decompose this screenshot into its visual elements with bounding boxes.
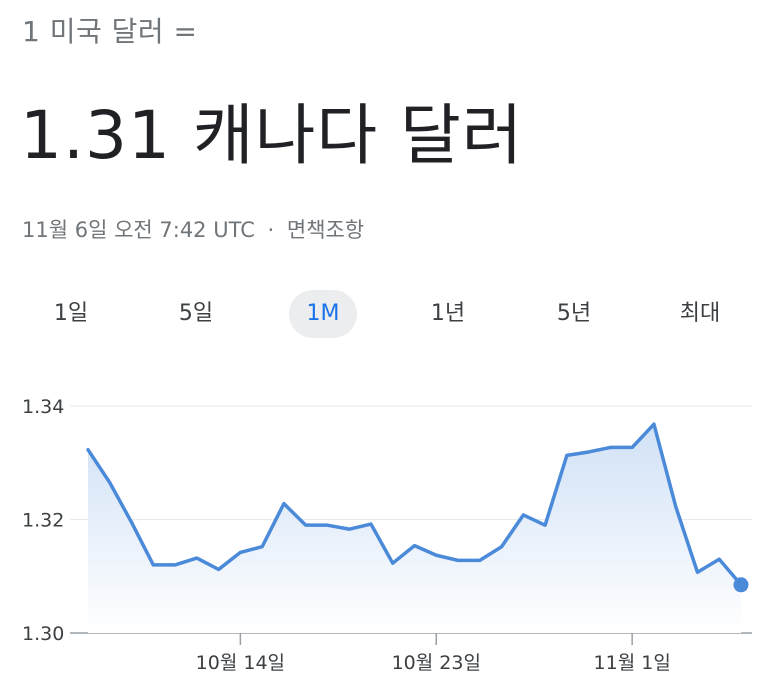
series-area-fill [88,424,741,633]
tab-1-year[interactable]: 1년 [430,301,466,326]
data-point [216,566,222,572]
tab-1-day[interactable]: 1일 [53,301,89,326]
data-point [629,444,635,450]
data-point [281,501,287,507]
data-point [520,512,526,518]
data-point [390,560,396,566]
disclaimer-link[interactable]: 면책조항 [286,218,365,242]
data-point [412,543,418,549]
data-point [150,562,156,568]
base-currency-amount: 1 미국 달러 = [22,15,198,48]
tab-5-days[interactable]: 5일 [178,301,214,326]
range-tabs: 1일 5일 1M 1년 5년 최대 [0,290,765,338]
data-point [477,557,483,563]
data-point [259,544,265,550]
data-point [346,526,352,532]
data-point [542,522,548,528]
x-tick-label: 10월 23일 [392,652,481,674]
update-timestamp-row: 11월 6일 오전 7:42 UTC · 면책조항 [22,214,364,244]
tab-1-month[interactable]: 1M [289,290,357,338]
chart-axes: 10월 14일 10월 23일 11월 1일 [196,633,671,674]
data-point [607,444,613,450]
latest-value-dot [733,577,749,593]
series-line [86,422,743,587]
data-point [237,549,243,555]
y-tick-label: 1.32 [22,510,64,532]
x-tick-label: 10월 14일 [196,652,285,674]
data-point [586,449,592,455]
data-point [499,544,505,550]
tab-max[interactable]: 최대 [679,301,721,326]
data-point [564,452,570,458]
data-point [194,555,200,561]
data-point [694,569,700,575]
exchange-rate-chart[interactable]: 1.34 1.32 1.30 10월 14일 10월 23일 11월 1일 [0,360,765,689]
timestamp-text: 11월 6일 오전 7:42 UTC [22,218,255,242]
converted-amount: 1.31 캐나다 달러 [20,97,524,174]
chart-series [85,421,749,593]
data-point [433,552,439,558]
data-point [172,562,178,568]
tab-5-years[interactable]: 5년 [556,301,592,326]
chart-area [88,424,741,633]
data-point [324,522,330,528]
data-point [303,522,309,528]
data-point [455,557,461,563]
x-tick-label: 11월 1일 [594,652,671,674]
data-point [368,521,374,527]
data-point [129,519,135,525]
data-point [107,480,113,486]
data-point [673,503,679,509]
separator-dot: · [267,218,275,242]
data-point [85,447,91,453]
y-tick-label: 1.34 [22,396,64,418]
y-tick-label: 1.30 [22,623,64,645]
data-point [716,556,722,562]
data-point [651,421,657,427]
